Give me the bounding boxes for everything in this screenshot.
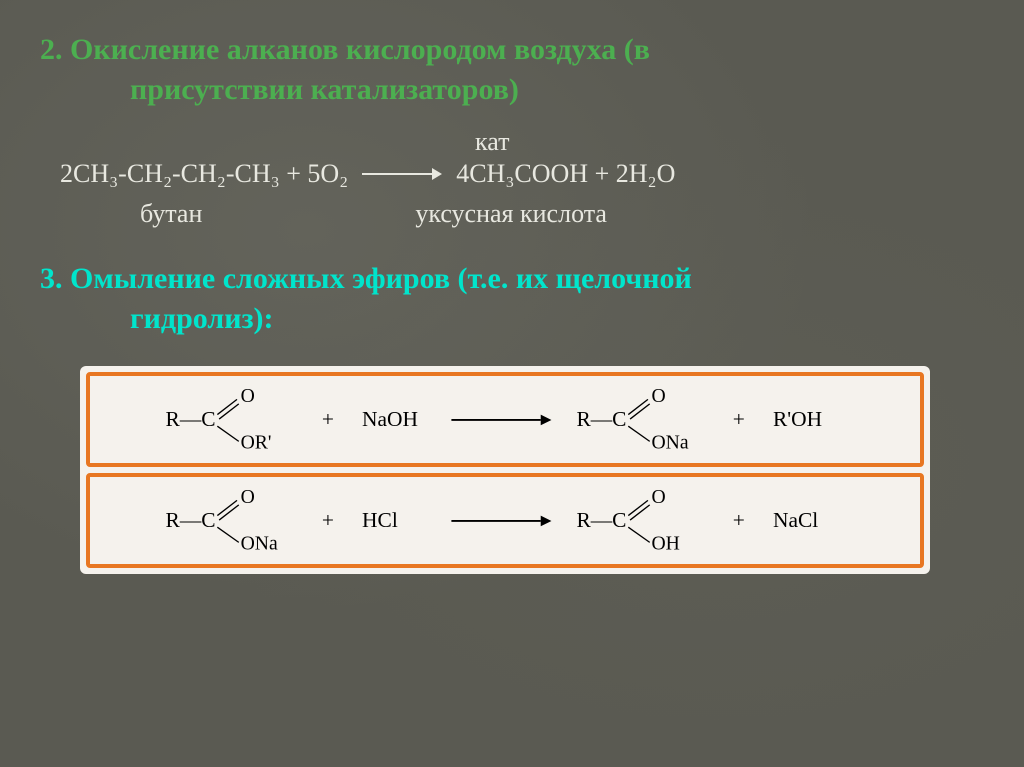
ester-or-bottom: OR' xyxy=(241,432,272,453)
alcohol-product: R'OH xyxy=(773,407,822,431)
section-3-heading-line1: 3. Омыление сложных эфиров (т.е. их щело… xyxy=(40,259,984,298)
reaction-1: 2CH₃-CH₂-CH₂-CH₃ + 5O₂ 4CH₃COOH + 2H₂O xyxy=(60,159,984,189)
acidification-reaction-box: R—C O ONa + HCl R—C O OH + NaCl xyxy=(86,473,924,568)
catalyst-label: кат xyxy=(475,127,984,157)
section-2-heading-line2: присутствии катализаторов) xyxy=(130,73,984,107)
label-acetic-acid: уксусная кислота xyxy=(415,199,607,228)
ester-r-c: R—C xyxy=(166,407,216,431)
acid-oh-bottom: OH xyxy=(652,533,680,554)
reaction-1-labels: бутан уксусная кислота xyxy=(140,199,984,229)
plus-3: + xyxy=(322,508,334,532)
naoh: NaOH xyxy=(362,407,418,431)
acid-r-c: R—C xyxy=(576,508,626,532)
nacl-product: NaCl xyxy=(773,508,818,532)
plus-4: + xyxy=(733,508,745,532)
reaction-boxes-container: R—C O OR' + NaOH R—C O ONa + R'OH R—C O xyxy=(80,366,930,574)
plus-1: + xyxy=(322,407,334,431)
reaction-1-lhs: 2CH₃-CH₂-CH₂-CH₃ + 5O₂ xyxy=(60,159,348,189)
salt-ona-bottom: ONa xyxy=(652,432,689,453)
acidification-reaction-svg: R—C O ONa + HCl R—C O OH + NaCl xyxy=(108,487,902,554)
saponification-reaction-svg: R—C O OR' + NaOH R—C O ONa + R'OH xyxy=(108,386,902,453)
acid-o-top: O xyxy=(652,487,666,508)
salt-r-c: R—C xyxy=(576,407,626,431)
reaction-1-rhs: 4CH₃COOH + 2H₂O xyxy=(456,159,675,189)
salt2-ona-bottom: ONa xyxy=(241,533,278,554)
hcl: HCl xyxy=(362,508,398,532)
ester-o-top: O xyxy=(241,386,255,407)
arrow-icon xyxy=(362,165,442,183)
plus-2: + xyxy=(733,407,745,431)
section-2-heading-line1: 2. Окисление алканов кислородом воздуха … xyxy=(40,30,984,69)
salt2-o-top: O xyxy=(241,487,255,508)
section-3-heading-line2: гидролиз): xyxy=(130,302,984,336)
salt-o-top: O xyxy=(652,386,666,407)
saponification-reaction-box: R—C O OR' + NaOH R—C O ONa + R'OH xyxy=(86,372,924,467)
label-butane: бутан xyxy=(140,199,202,228)
salt2-r-c: R—C xyxy=(166,508,216,532)
